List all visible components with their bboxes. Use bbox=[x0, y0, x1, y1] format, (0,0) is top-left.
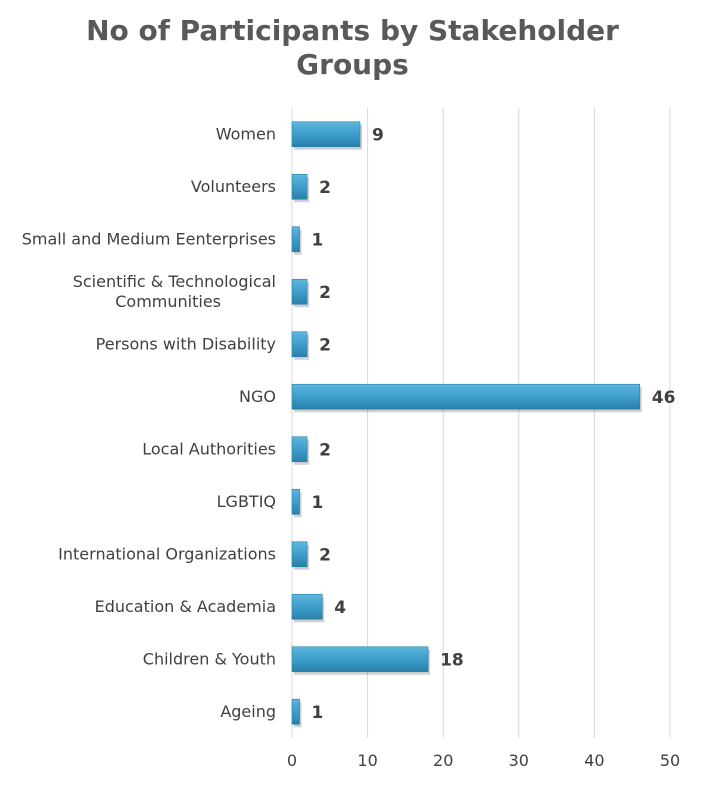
data-label: 46 bbox=[652, 388, 676, 408]
bar-6 bbox=[291, 383, 641, 410]
data-label: 1 bbox=[312, 493, 324, 513]
data-labels: 9 2 1 2 2 46 2 1 2 4 18 1 bbox=[312, 125, 676, 723]
bar-12 bbox=[291, 698, 300, 725]
data-label: 2 bbox=[319, 178, 331, 198]
bar-1 bbox=[291, 121, 361, 148]
category-label: LGBTIQ bbox=[217, 492, 276, 511]
category-label: Small and Medium Eenterprises bbox=[22, 229, 276, 248]
data-label: 2 bbox=[319, 545, 331, 565]
chart-title-line2: Groups bbox=[296, 48, 409, 81]
x-tick-label: 20 bbox=[433, 751, 453, 770]
category-label: Women bbox=[216, 124, 276, 143]
data-label: 9 bbox=[372, 125, 384, 145]
chart-title-line1: No of Participants by Stakeholder bbox=[86, 14, 619, 47]
data-label: 4 bbox=[334, 598, 346, 618]
bar-2 bbox=[291, 173, 308, 200]
gridlines bbox=[291, 108, 671, 738]
category-label: NGO bbox=[239, 387, 276, 406]
x-tick-label: 40 bbox=[584, 751, 604, 770]
bar-11 bbox=[291, 646, 429, 673]
bar-4 bbox=[291, 278, 308, 305]
x-tick-label: 30 bbox=[509, 751, 529, 770]
category-label: Persons with Disability bbox=[96, 334, 276, 353]
category-label: Volunteers bbox=[191, 177, 276, 196]
x-tick-label: 10 bbox=[357, 751, 377, 770]
bar-9 bbox=[291, 541, 308, 568]
bar-3 bbox=[291, 226, 300, 253]
x-tick-labels: 0 10 20 30 40 50 bbox=[287, 751, 680, 770]
data-label: 1 bbox=[312, 703, 324, 723]
bar-8 bbox=[291, 488, 300, 515]
category-label: Children & Youth bbox=[143, 649, 276, 668]
data-label: 1 bbox=[312, 230, 324, 250]
data-label: 2 bbox=[319, 283, 331, 303]
bars bbox=[291, 121, 642, 728]
category-label: Scientific & Technological Communities bbox=[73, 272, 276, 311]
data-label: 2 bbox=[319, 335, 331, 355]
bar-7 bbox=[291, 436, 308, 463]
category-labels: Women Volunteers Small and Medium Eenterpr… bbox=[22, 124, 276, 721]
chart-title: No of Participants by Stakeholder Groups bbox=[0, 14, 705, 82]
bar-10 bbox=[291, 593, 323, 620]
x-tick-label: 0 bbox=[287, 751, 297, 770]
data-label: 2 bbox=[319, 440, 331, 460]
category-label: International Organizations bbox=[58, 544, 276, 563]
data-label: 18 bbox=[440, 650, 464, 670]
category-label: Education & Academia bbox=[95, 597, 276, 616]
x-tick-label: 50 bbox=[660, 751, 680, 770]
category-label: Local Authorities bbox=[142, 439, 276, 458]
category-label: Ageing bbox=[220, 702, 276, 721]
bar-5 bbox=[291, 331, 308, 358]
